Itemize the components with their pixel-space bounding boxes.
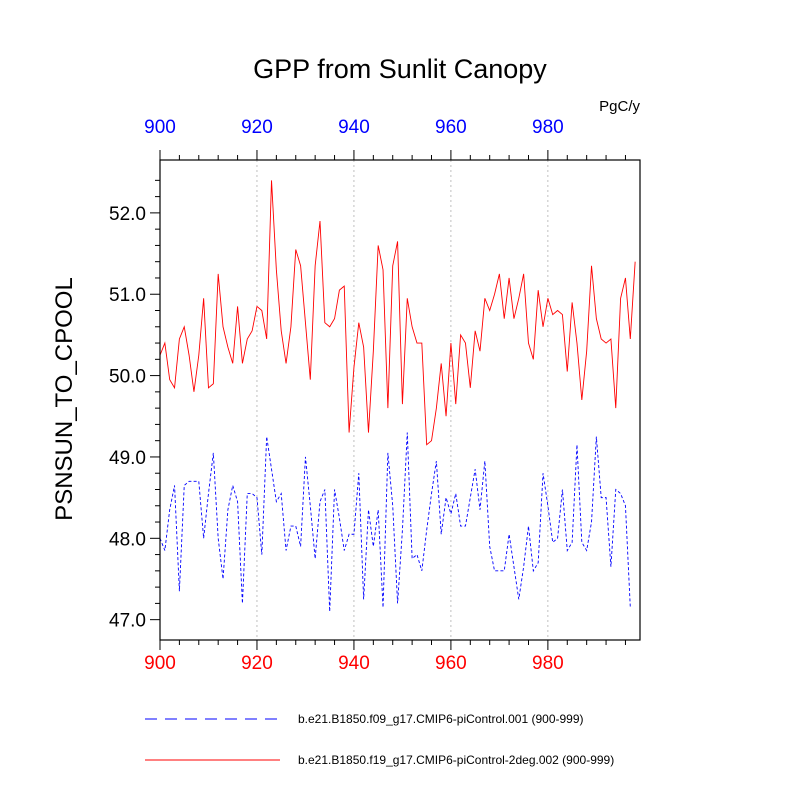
- x-tick-label-top: 960: [435, 117, 467, 138]
- x-tick-label-top: 920: [241, 117, 273, 138]
- tick-marks: [150, 150, 626, 650]
- x-tick-label-top: 940: [338, 117, 370, 138]
- grid-lines: [256, 160, 549, 640]
- axes: [159, 159, 641, 641]
- plot-frame: [159, 159, 641, 641]
- x-tick-labels-bottom: 900 920 940 960 980: [144, 653, 564, 674]
- y-tick-label: 49.0: [109, 448, 146, 469]
- units-label: PgC/y: [599, 98, 640, 115]
- y-tick-label: 50.0: [109, 367, 146, 388]
- y-tick-label: 52.0: [109, 204, 146, 225]
- series-line-1: [159, 180, 636, 446]
- y-axis-label: PSNSUN_TO_CPOOL: [51, 277, 78, 521]
- legend-label-red: b.e21.B1850.f19_g17.CMIP6-piControl-2deg…: [298, 753, 614, 767]
- y-tick-labels: 47.0 48.0 49.0 50.0 51.0 52.0: [109, 204, 146, 632]
- x-tick-label-top: 980: [532, 117, 564, 138]
- series-line-0: [159, 432, 631, 612]
- legend-label-blue: b.e21.B1850.f09_g17.CMIP6-piControl.001 …: [298, 712, 584, 726]
- x-tick-labels-top: 900 920 940 960 980: [144, 117, 564, 138]
- y-tick-label: 47.0: [109, 611, 146, 632]
- x-tick-label-bottom: 960: [435, 653, 467, 674]
- x-tick-label-bottom: 980: [532, 653, 564, 674]
- series-layer: [159, 180, 636, 612]
- legend: b.e21.B1850.f09_g17.CMIP6-piControl.001 …: [145, 712, 614, 767]
- x-tick-label-bottom: 900: [144, 653, 176, 674]
- chart-title: GPP from Sunlit Canopy: [253, 54, 547, 84]
- x-tick-label-top: 900: [144, 117, 176, 138]
- y-tick-label: 51.0: [109, 285, 146, 306]
- x-tick-label-bottom: 940: [338, 653, 370, 674]
- x-tick-label-bottom: 920: [241, 653, 273, 674]
- y-tick-label: 48.0: [109, 529, 146, 550]
